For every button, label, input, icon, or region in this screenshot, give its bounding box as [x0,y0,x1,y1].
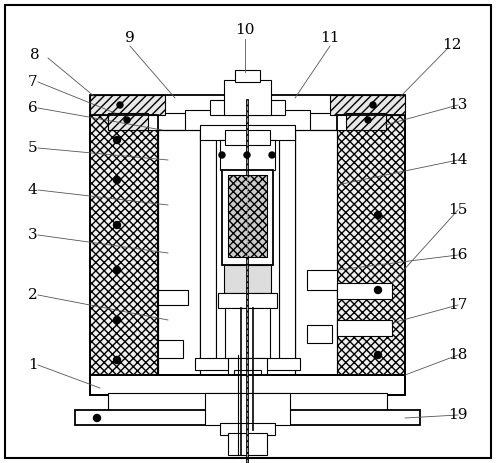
Bar [295,130,337,375]
Bar [224,80,271,115]
Text: 3: 3 [28,228,38,242]
Bar [225,130,270,145]
Text: 16: 16 [448,248,468,262]
Bar [158,290,188,305]
Bar [108,393,387,413]
Bar [220,140,275,170]
Text: 17: 17 [448,298,468,312]
Bar [158,130,200,375]
Bar [235,70,260,82]
Bar [108,113,386,130]
Circle shape [114,267,121,274]
Bar [220,423,275,435]
Circle shape [94,414,101,421]
Bar [225,308,270,358]
Text: 5: 5 [28,141,38,155]
Bar [185,110,310,140]
Circle shape [114,176,121,183]
Bar [279,135,295,365]
Circle shape [370,102,376,108]
Text: 2: 2 [28,288,38,302]
Circle shape [124,117,130,123]
Bar [218,293,277,308]
Bar [200,125,295,140]
Bar [205,393,290,425]
Bar [337,115,405,375]
Bar [228,433,267,455]
Bar [337,115,405,375]
Bar [195,358,300,370]
Text: 9: 9 [125,31,135,45]
Text: 12: 12 [442,38,462,52]
Text: 19: 19 [448,408,468,422]
Bar [200,135,216,365]
Circle shape [269,152,275,158]
Bar [228,358,267,376]
Circle shape [219,152,225,158]
Bar [295,130,337,375]
Bar [228,175,267,257]
Bar [224,265,271,293]
Circle shape [114,137,121,144]
Circle shape [374,287,381,294]
Text: 10: 10 [235,23,255,37]
Circle shape [374,351,381,358]
Bar [337,320,392,336]
Bar [337,283,392,299]
Bar [234,370,261,382]
Bar [90,115,158,375]
Bar [108,113,148,130]
Bar [158,340,183,358]
Text: 14: 14 [448,153,468,167]
Bar [158,130,200,375]
Bar [210,100,285,115]
Circle shape [114,357,121,363]
Bar [307,325,332,343]
Circle shape [114,317,121,324]
Bar [90,375,405,395]
Bar [330,95,405,115]
Circle shape [117,102,123,108]
Bar [90,115,158,375]
Bar [90,95,405,115]
Bar [216,135,279,365]
Text: 15: 15 [448,203,468,217]
Bar [307,270,337,290]
Text: 4: 4 [28,183,38,197]
Bar [90,95,165,115]
Circle shape [374,212,381,219]
Bar [90,375,405,395]
Text: 1: 1 [28,358,38,372]
Bar [222,170,273,265]
Circle shape [114,221,121,229]
Circle shape [365,117,371,123]
Bar [228,175,267,257]
Text: 6: 6 [28,101,38,115]
Text: 18: 18 [448,348,468,362]
Bar [75,410,420,425]
Text: 13: 13 [448,98,468,112]
Text: 8: 8 [30,48,40,62]
Bar [346,113,386,130]
Text: 7: 7 [28,75,38,89]
Circle shape [244,152,250,158]
Text: 11: 11 [320,31,340,45]
